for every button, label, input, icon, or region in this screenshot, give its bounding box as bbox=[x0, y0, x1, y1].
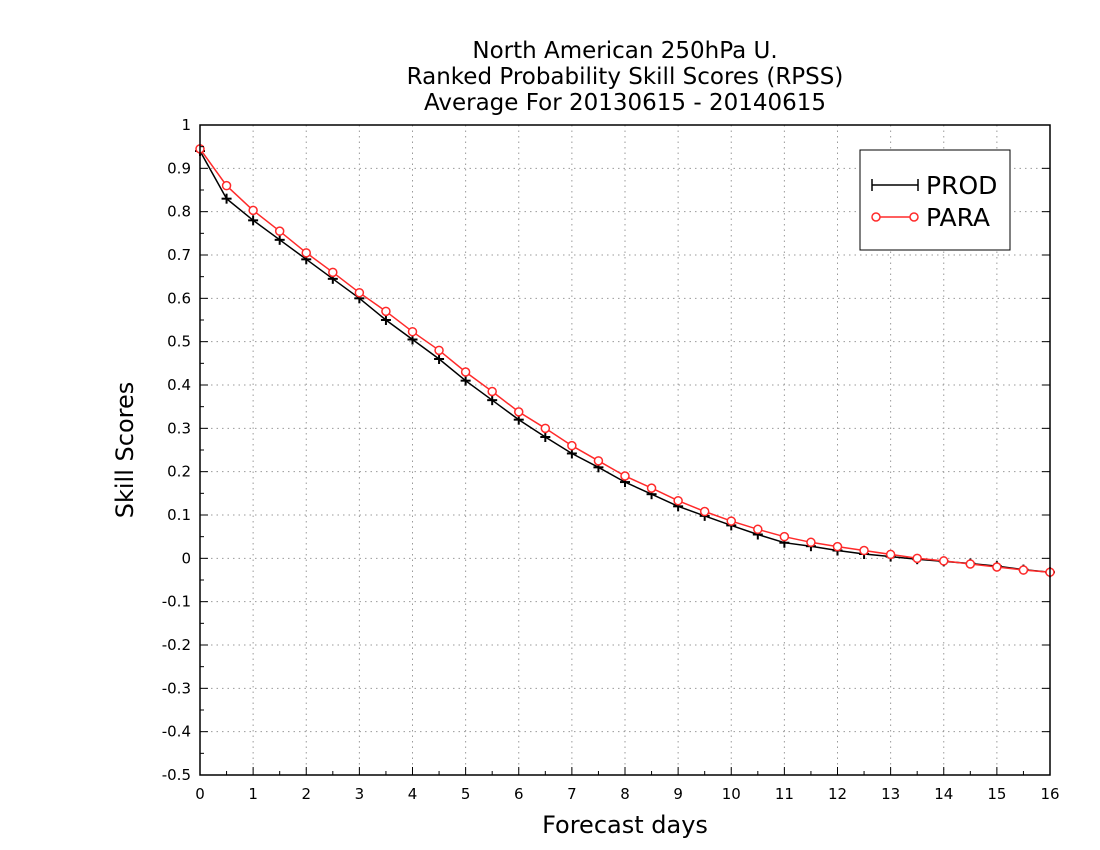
para-point bbox=[460, 367, 471, 377]
prod-point bbox=[434, 354, 445, 364]
para-point bbox=[673, 495, 683, 506]
y-tick-label: -0.3 bbox=[162, 679, 191, 697]
x-tick-label: 7 bbox=[567, 785, 577, 803]
legend-prod-label: PROD bbox=[926, 171, 997, 200]
legend-para-marker bbox=[909, 212, 919, 222]
para-point bbox=[992, 562, 1002, 572]
x-tick-label: 4 bbox=[408, 785, 418, 803]
x-tick-label: 6 bbox=[514, 785, 524, 803]
y-tick-label: 0.5 bbox=[167, 333, 191, 351]
y-tick-label: -0.4 bbox=[162, 723, 191, 741]
y-tick-label: -0.5 bbox=[162, 766, 191, 784]
x-tick-label: 8 bbox=[620, 785, 630, 803]
para-point bbox=[248, 205, 258, 216]
x-tick-label: 11 bbox=[775, 785, 794, 803]
x-tick-label: 14 bbox=[934, 785, 953, 803]
x-axis-label: Forecast days bbox=[542, 811, 708, 839]
legend-box bbox=[859, 149, 1011, 251]
y-tick-label: 0.2 bbox=[167, 463, 191, 481]
axis-ticks: 0 1 2 3 4 5 6 7 8 9 10 11 12 13 14 15 1610.90.80.70.60.5… bbox=[162, 116, 1060, 803]
x-tick-label: 12 bbox=[828, 785, 847, 803]
y-tick-label: 0 bbox=[181, 549, 191, 567]
para-point bbox=[540, 423, 551, 434]
y-tick-label: 0.7 bbox=[167, 246, 191, 264]
x-tick-label: 10 bbox=[722, 785, 741, 803]
y-tick-label: -0.1 bbox=[162, 593, 191, 611]
y-tick-label: 0.3 bbox=[167, 419, 191, 437]
para-point bbox=[885, 549, 896, 560]
prod-point bbox=[221, 193, 232, 204]
para-point bbox=[487, 386, 497, 397]
para-point bbox=[434, 345, 444, 356]
para-point bbox=[832, 541, 843, 552]
y-tick-label: 0.4 bbox=[167, 376, 191, 394]
para-point bbox=[806, 537, 816, 548]
y-tick-label: 0.9 bbox=[167, 159, 191, 177]
x-tick-label: 13 bbox=[881, 785, 900, 803]
prod-point bbox=[487, 395, 498, 406]
x-tick-label: 3 bbox=[355, 785, 365, 803]
x-tick-label: 16 bbox=[1040, 785, 1059, 803]
legend: PROD PARA bbox=[859, 149, 1011, 251]
y-tick-label: 0.1 bbox=[167, 506, 191, 524]
para-point bbox=[514, 407, 524, 417]
y-tick-label: 0.8 bbox=[167, 203, 191, 221]
para-point bbox=[328, 267, 338, 278]
prod-point bbox=[274, 234, 285, 245]
x-tick-label: 2 bbox=[301, 785, 311, 803]
para-point bbox=[965, 559, 976, 569]
para-point bbox=[859, 545, 869, 556]
para-point bbox=[301, 248, 311, 258]
para-point bbox=[646, 483, 657, 493]
prod-point bbox=[540, 432, 551, 442]
x-tick-label: 9 bbox=[673, 785, 683, 803]
para-point bbox=[620, 471, 630, 481]
y-tick-label: -0.2 bbox=[162, 636, 191, 654]
para-point bbox=[593, 456, 604, 466]
prod-point bbox=[248, 215, 259, 226]
y-tick-label: 1 bbox=[181, 116, 191, 134]
legend-para-label: PARA bbox=[926, 203, 990, 232]
x-tick-label: 0 bbox=[195, 785, 205, 803]
prod-point bbox=[380, 315, 391, 325]
chart-title-line-1: North American 250hPa U. bbox=[472, 38, 778, 64]
para-point bbox=[354, 287, 365, 298]
para-point bbox=[221, 180, 232, 191]
chart-title-line-2: Ranked Probability Skill Scores (RPSS) bbox=[406, 64, 844, 90]
chart-title-line-3: Average For 20130615 - 20140615 bbox=[423, 90, 827, 116]
y-axis-label: Skill Scores bbox=[111, 382, 139, 519]
series-layer bbox=[195, 144, 1055, 578]
para-point bbox=[699, 506, 710, 517]
x-tick-label: 1 bbox=[248, 785, 258, 803]
para-point bbox=[274, 226, 285, 236]
para-point bbox=[407, 326, 418, 337]
x-tick-label: 5 bbox=[461, 785, 471, 803]
y-tick-label: 0.6 bbox=[167, 289, 191, 307]
para-point bbox=[753, 524, 763, 535]
para-point bbox=[381, 306, 391, 317]
legend-para-marker bbox=[871, 212, 881, 222]
para-point bbox=[1018, 565, 1029, 575]
para-point bbox=[779, 531, 790, 542]
x-tick-label: 15 bbox=[987, 785, 1006, 803]
para-point bbox=[567, 440, 577, 451]
para-point bbox=[939, 556, 949, 566]
para-point bbox=[912, 553, 922, 564]
para-point bbox=[726, 516, 736, 526]
prod-point bbox=[460, 375, 471, 386]
